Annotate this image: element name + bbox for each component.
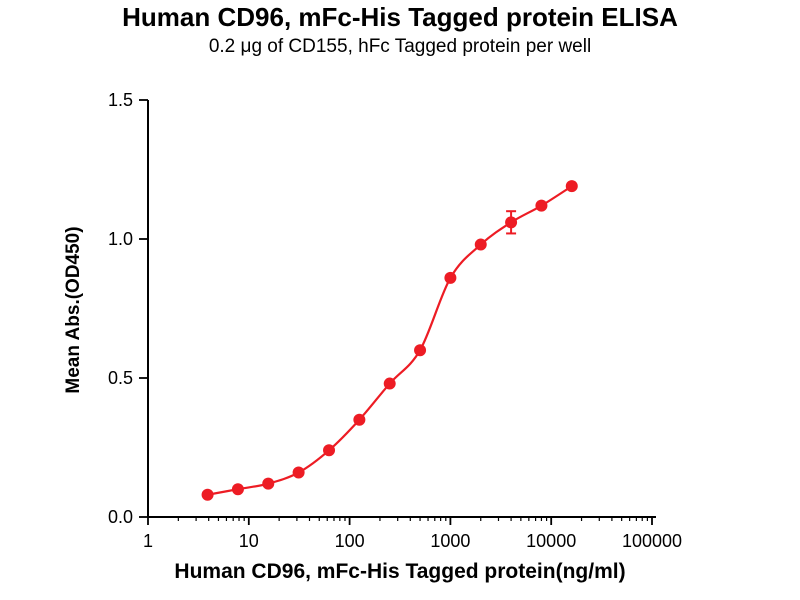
x-tick-label: 10000 — [526, 531, 576, 551]
data-point — [383, 377, 396, 390]
data-point — [565, 180, 578, 193]
y-tick-label: 0.0 — [108, 507, 133, 527]
y-tick-label: 0.5 — [108, 368, 133, 388]
chart-title: Human CD96, mFc-His Tagged protein ELISA — [122, 2, 678, 32]
y-tick-label: 1.0 — [108, 229, 133, 249]
plot-area: 1 10 100 1000 10000 100000 0.0 0.5 1.0 1.5 — [108, 90, 682, 551]
fit-curve — [207, 185, 573, 496]
data-point — [292, 466, 305, 479]
data-point — [474, 238, 487, 251]
y-axis-label: Mean Abs.(OD450) — [63, 226, 84, 394]
x-tick-label: 1000 — [430, 531, 470, 551]
plot-content: 1 10 100 1000 10000 100000 0.0 0.5 1.0 1.5 — [108, 90, 682, 551]
x-tick-label: 1 — [143, 531, 153, 551]
x-tick-label: 100000 — [622, 531, 682, 551]
data-point — [262, 477, 275, 490]
x-axis-label: Human CD96, mFc-His Tagged protein(ng/ml… — [174, 560, 626, 583]
data-point — [444, 271, 457, 284]
data-point — [505, 216, 518, 229]
data-point — [414, 344, 427, 357]
y-tick-label: 1.5 — [108, 90, 133, 110]
chart-subtitle: 0.2 μg of CD155, hFc Tagged protein per … — [208, 36, 592, 57]
data-point — [201, 488, 214, 501]
data-point — [323, 444, 336, 457]
x-tick-label: 100 — [335, 531, 365, 551]
data-point — [535, 199, 548, 212]
x-tick-label: 10 — [239, 531, 259, 551]
data-point — [231, 483, 244, 496]
data-point — [353, 413, 366, 426]
